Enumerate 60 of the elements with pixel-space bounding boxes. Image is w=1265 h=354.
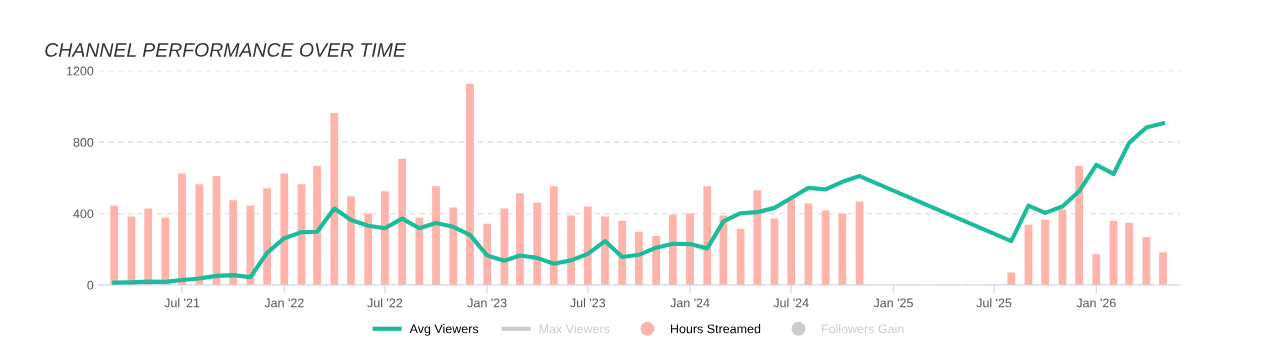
- bar: [533, 202, 542, 285]
- x-tick-label: Jan '26: [1076, 298, 1116, 308]
- bar: [364, 213, 373, 285]
- bar: [703, 186, 712, 285]
- bar: [195, 184, 204, 285]
- bar: [466, 83, 474, 285]
- bar: [381, 191, 389, 285]
- x-tick-label: Jan '24: [670, 298, 710, 308]
- x-tick-label: Jul '24: [773, 298, 809, 308]
- bar: [263, 188, 271, 285]
- bar: [449, 207, 458, 285]
- bar: [110, 205, 119, 285]
- bar: [583, 206, 592, 285]
- y-tick-label: 0: [87, 280, 94, 290]
- x-tick-label: Jan '22: [264, 298, 304, 308]
- x-tick-label: Jul '23: [570, 298, 606, 308]
- x-tick-label: Jul '25: [976, 298, 1012, 308]
- bar: [330, 113, 339, 285]
- bar: [838, 213, 847, 285]
- x-tick-label: Jul '22: [367, 298, 403, 308]
- y-tick-label: 400: [73, 209, 94, 219]
- bar: [686, 213, 694, 285]
- bar: [787, 199, 796, 285]
- bar: [229, 200, 238, 285]
- legend-label: Avg Viewers: [409, 324, 479, 336]
- bar: [347, 196, 355, 285]
- x-tick-label: Jan '23: [467, 298, 507, 308]
- legend-label: Hours Streamed: [670, 324, 761, 334]
- bar: [1075, 165, 1083, 285]
- bar: [736, 228, 745, 285]
- bar: [719, 215, 728, 285]
- bar: [549, 186, 558, 285]
- bar: [415, 217, 424, 285]
- bar: [483, 223, 492, 285]
- bar: [668, 214, 677, 285]
- x-tick-label: Jul '21: [164, 298, 200, 308]
- bar: [635, 231, 643, 285]
- bar: [313, 165, 321, 285]
- bar: [652, 235, 661, 285]
- bar: [618, 220, 627, 285]
- bar: [1092, 254, 1101, 285]
- bar: [178, 173, 186, 285]
- bar: [1125, 222, 1133, 285]
- bar: [432, 186, 440, 285]
- bar: [516, 193, 524, 285]
- bar: [753, 190, 762, 285]
- chart-title: CHANNEL PERFORMANCE OVER TIME: [45, 43, 407, 57]
- bar: [567, 215, 575, 285]
- bar: [398, 158, 407, 285]
- bar: [1142, 236, 1151, 285]
- bar: [601, 216, 609, 285]
- line-series: [112, 121, 1166, 285]
- x-tick-label: Jan '25: [873, 298, 913, 308]
- bar: [1007, 272, 1016, 285]
- bar: [1041, 219, 1050, 285]
- bar: [821, 210, 830, 285]
- y-tick-label: 800: [73, 137, 94, 147]
- bar: [1159, 252, 1167, 285]
- bar: [280, 173, 289, 285]
- y-tick-label: 1200: [66, 66, 94, 76]
